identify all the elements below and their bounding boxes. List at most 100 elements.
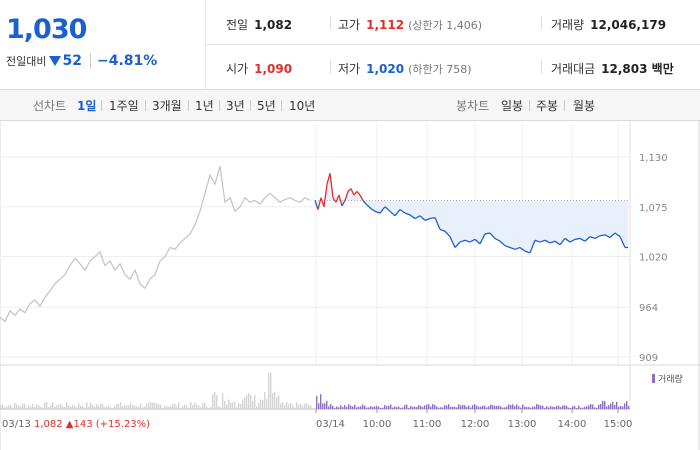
divider: [219, 100, 220, 111]
tab-weekly-candle[interactable]: 주봉: [536, 99, 559, 113]
volume-bar: [190, 402, 192, 409]
volume-bar: [238, 403, 240, 409]
tab-monthly-candle[interactable]: 월봉: [573, 99, 596, 113]
today-series-segment: [332, 197, 337, 203]
volume-bar: [106, 406, 108, 409]
volume-bar: [254, 395, 256, 409]
today-series-segment: [444, 230, 451, 238]
volume-bar: [380, 407, 382, 409]
today-series-segment: [514, 246, 521, 250]
divider: [281, 100, 282, 111]
volume-bar: [430, 406, 432, 409]
volume-bar: [242, 399, 244, 409]
volume-bar: [44, 402, 46, 409]
today-series-segment: [356, 190, 361, 196]
prev-close-label: 전일: [226, 18, 249, 32]
volume-bar: [564, 405, 566, 409]
volume-bar: [186, 405, 188, 409]
volume-bar: [196, 404, 198, 409]
volume-bar: [478, 406, 480, 409]
volume-bar: [66, 402, 68, 409]
today-series-segment: [504, 245, 511, 249]
volume-bar: [322, 403, 324, 409]
volume-bar: [276, 396, 278, 409]
volume-bar: [410, 405, 412, 409]
volume-bar: [436, 406, 438, 409]
volume-bar: [416, 407, 418, 409]
divider: [541, 60, 542, 74]
volume-bar: [528, 407, 530, 409]
volume-bar: [360, 406, 362, 409]
volume-bar: [472, 405, 474, 409]
volume-bar: [538, 404, 540, 409]
volume-bar: [114, 405, 116, 409]
today-series-segment: [389, 210, 396, 217]
volume-bar: [252, 401, 254, 409]
x-tick-label: 15:00: [604, 419, 633, 430]
today-series-segment: [449, 236, 456, 248]
volume-bar: [534, 406, 536, 409]
tab-1year[interactable]: 1년: [195, 99, 214, 113]
change-percent: −4.81%: [89, 53, 158, 69]
tab-1day[interactable]: 1일: [77, 99, 97, 113]
volume-bar: [222, 393, 224, 409]
turnover-value: 12,803 백만: [601, 62, 674, 76]
candle-chart-label: 봉차트: [456, 99, 490, 113]
volume-bar: [224, 400, 226, 409]
volume-bar: [418, 405, 420, 409]
today-series-segment: [314, 200, 319, 210]
today-series-segment: [559, 238, 566, 246]
volume-bar: [444, 405, 446, 409]
tab-3month[interactable]: 3개월: [152, 99, 182, 113]
volume-bar: [84, 407, 86, 409]
prev-day-series-line: [0, 165, 311, 323]
tab-1week[interactable]: 1주일: [109, 99, 139, 113]
price-chart: 1,130 1,075 1,020 964 909 03/14 10:00 11:00 12:0…: [0, 121, 700, 450]
tab-daily-candle[interactable]: 일봉: [501, 99, 524, 113]
volume-bar: [90, 402, 92, 409]
volume-bar: [394, 406, 396, 409]
volume-bar: [588, 405, 590, 409]
today-series-segment: [341, 200, 346, 207]
volume-bar: [598, 404, 600, 409]
volume-bar: [266, 398, 268, 409]
today-series-segment: [320, 197, 325, 207]
volume-bar: [52, 402, 54, 409]
volume-bar: [152, 402, 154, 409]
volume-bar: [56, 405, 58, 409]
volume-bar: [488, 406, 490, 409]
volume-bar: [294, 407, 296, 409]
down-triangle-icon: [49, 56, 62, 66]
volume-bar: [344, 405, 346, 409]
volume-bar: [140, 403, 142, 409]
volume-bar: [324, 403, 326, 409]
today-series-segment: [344, 191, 349, 201]
today-series-segment: [614, 232, 621, 238]
today-series-segment: [489, 232, 496, 239]
volume-bar: [602, 400, 604, 409]
volume-bar: [406, 404, 408, 409]
volume-bar: [376, 405, 378, 409]
volume-bar: [438, 407, 440, 409]
volume-bar: [282, 402, 284, 409]
volume-bar: [304, 403, 306, 409]
divider: [541, 16, 542, 30]
volume-bar: [620, 405, 622, 409]
volume-bar: [566, 406, 568, 409]
volume-bar: [556, 405, 558, 409]
tab-5year[interactable]: 5년: [257, 99, 276, 113]
tab-3year[interactable]: 3년: [226, 99, 245, 113]
volume-bar: [500, 406, 502, 409]
volume-bar: [468, 405, 470, 409]
volume-bar: [216, 394, 218, 409]
x-tick-label: 14:00: [558, 419, 587, 430]
tab-10year[interactable]: 10년: [289, 99, 316, 113]
volume-bar: [104, 407, 106, 409]
volume-value: 12,046,179: [590, 18, 667, 32]
today-series-segment: [499, 240, 506, 247]
volume-bar: [348, 404, 350, 409]
volume-bar: [456, 407, 458, 409]
today-series-segment: [362, 200, 367, 205]
quote-panel: 1,030 전일대비 52 −4.81% 전일 1,082 고가 1,112 (상한가 1…: [0, 0, 700, 90]
volume-bar: [262, 400, 264, 409]
